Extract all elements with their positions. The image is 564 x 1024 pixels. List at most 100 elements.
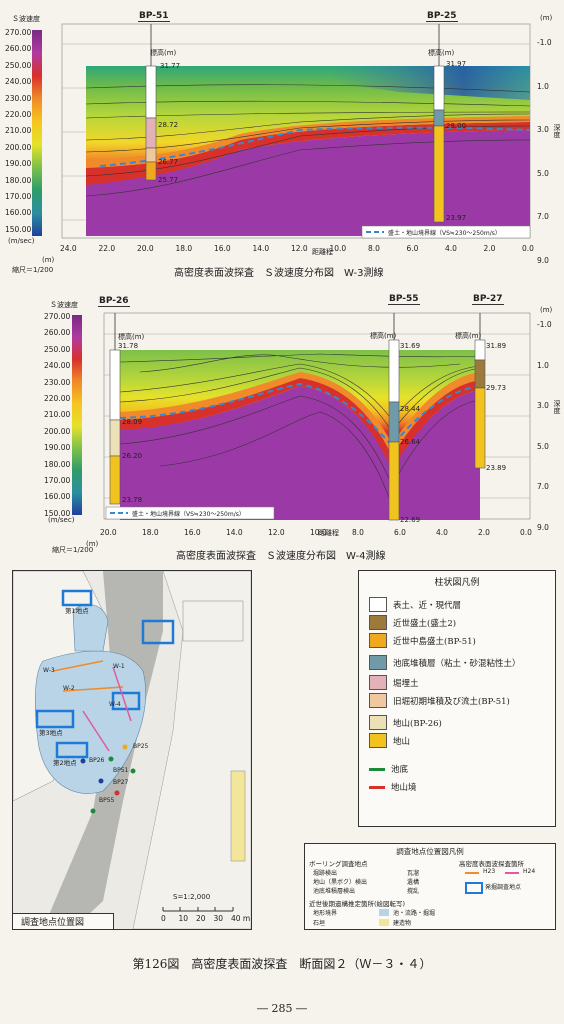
tick-label: 160.00 (5, 208, 32, 218)
bp55-bottom: 22.69 (400, 516, 421, 524)
legend-line-item: 池底 (369, 763, 408, 775)
tick-label: 200.00 (5, 142, 32, 152)
tick-label: 240.00 (5, 77, 32, 87)
remains-item: 池・流路・掘堀 (393, 910, 436, 917)
remains-item: 地形境界 (313, 910, 338, 917)
scale-label: 縮尺＝1/200 (52, 546, 94, 554)
tick-label: 0.0 (522, 244, 534, 253)
survey-h24: H24 (523, 868, 536, 875)
tick-label: 190.00 (5, 159, 32, 169)
bp51-bottom: 25.77 (158, 176, 179, 184)
tick-label: 14.0 (252, 244, 270, 253)
tick-label: 40 m (231, 914, 251, 923)
tick-label: 5.0 (537, 441, 549, 451)
tick-label: 220.00 (5, 110, 32, 119)
colorbar (72, 315, 82, 515)
legend-swatch (369, 655, 387, 670)
bp55-mid2: 26.64 (400, 438, 421, 446)
boring-item: 池底堆積層検出 (313, 888, 356, 895)
map-label-w1: W-1 (113, 663, 125, 670)
legend-line-item: 地山境 (369, 781, 417, 793)
chart-title: 高密度表面波探査 Ｓ波速度分布図 W-3測線 (174, 268, 384, 279)
legend-item: 近世中島盛土(BP-51) (369, 633, 476, 648)
legend-label: 池底堆積層（粘土・砂混粘性土） (393, 658, 521, 669)
legend-label: 地山 (393, 736, 411, 747)
tick-label: 210.00 (5, 126, 32, 136)
tick-label: 170.00 (44, 476, 71, 485)
boring-title: ボーリング調査地点 (309, 860, 368, 868)
tick-label: 200.00 (44, 426, 71, 436)
tick-label: 14.0 (226, 528, 243, 537)
excavation-label: 発掘調査地点 (485, 884, 522, 891)
bp26-mid2: 26.20 (122, 452, 143, 460)
tick-label: 0 (161, 914, 166, 923)
tick-label: 260.00 (5, 44, 32, 54)
tick-label: 9.0 (537, 522, 549, 532)
tick-label: 4.0 (445, 244, 457, 253)
tick-label: -1.0 (537, 320, 552, 329)
figure-caption: 第126図 高密度表面波探査 断面図２（Ｗ－３・４） (132, 957, 432, 971)
colorbar (32, 30, 42, 236)
right-axis-label: 深度 (553, 124, 561, 138)
colorbar-title: Ｓ波速度 (12, 15, 40, 23)
tick-label: 220.00 (44, 394, 71, 403)
boring-item: 堀跡検出 (313, 870, 338, 877)
tick-label: 3.0 (537, 401, 549, 410)
map-legend: 調査地点位置図凡例 ボーリング調査地点 堀跡検出 地山（黒ボク）検出 池底堆積層… (304, 843, 556, 930)
page-number: ― 285 ― (257, 1002, 307, 1015)
tick-label: 240.00 (44, 361, 71, 371)
tick-label: 150.00 (44, 508, 71, 518)
legend-label: 近世中島盛土(BP-51) (393, 636, 476, 647)
survey-title: 高密度表面波探査箇所 (459, 860, 524, 868)
boring-item: 遺構 (407, 879, 420, 886)
bp25-mid1: 28.00 (446, 122, 467, 130)
right-axis-unit: (m) (540, 306, 553, 314)
tick-label: 24.0 (60, 244, 77, 253)
map-label-w4: W-4 (109, 701, 121, 708)
bp26-bottom: 23.78 (122, 496, 143, 504)
tick-label: 12.0 (291, 244, 308, 253)
tick-label: 20 (196, 914, 206, 923)
tick-label: 180.00 (44, 459, 71, 469)
tick-label: 250.00 (5, 60, 32, 70)
legend-item: 近世盛土(盛土2) (369, 615, 456, 630)
tick-label: 4.0 (436, 528, 448, 537)
bp27-bottom: 23.89 (486, 464, 507, 472)
survey-h23: H23 (483, 868, 496, 875)
tick-label: 7.0 (537, 482, 549, 491)
legend-swatch (369, 733, 387, 748)
tick-label: 18.0 (175, 244, 193, 253)
tick-label: 7.0 (537, 212, 549, 221)
boundary-legend: 盛土・地山境界線（VS≒230～250m/s） (388, 230, 501, 237)
location-map: W-3 W-4 W-1 W-2 第1地点 第3地点 第2地点 BP25 BP26… (12, 570, 252, 930)
right-axis-label: 深度 (553, 400, 561, 414)
legend-label: 旧堀初期堆積及び流土(BP-51) (393, 696, 510, 707)
bp55-mid1: 28.44 (400, 405, 421, 413)
tick-label: 20.0 (137, 244, 154, 253)
map-label-bp26: BP26 (89, 757, 105, 764)
map-label-w2: W-2 (63, 685, 75, 692)
legend-label: 表土、近・現代層 (393, 600, 462, 611)
tick-label: 180.00 (5, 175, 32, 185)
legend-label: 堀埋土 (393, 678, 419, 689)
tick-label: 10 (178, 914, 189, 923)
tick-label: -1.0 (537, 38, 552, 47)
borehole-label-bp27: BP-27 (472, 294, 504, 305)
tick-label: 270.00 (5, 28, 32, 37)
bp25-top: 31.97 (446, 60, 467, 68)
boring-item: 地山（黒ボク）検出 (313, 879, 368, 886)
map-label-site2: 第2地点 (53, 759, 77, 767)
legend-line-swatch (369, 785, 385, 789)
tick-label: 270.00 (44, 312, 71, 321)
legend-swatch (369, 615, 387, 630)
tick-label: 6.0 (394, 528, 406, 537)
column-legend: 柱状図凡例 表土、近・現代層 近世盛土(盛土2) 近世中島盛土(BP-51) 池底堆積… (358, 570, 556, 827)
elev-label: 標高(m) (118, 333, 145, 341)
legend-label: 地山(BP-26) (393, 718, 442, 729)
colorbar-unit: (m/sec) (48, 516, 75, 524)
map-title: 調査地点位置図 (21, 918, 85, 928)
map-label-site1: 第1地点 (65, 607, 89, 615)
map-label-w3: W-3 (43, 667, 55, 674)
legend-label: 地山境 (391, 783, 417, 793)
bp26-top: 31.78 (118, 342, 139, 350)
